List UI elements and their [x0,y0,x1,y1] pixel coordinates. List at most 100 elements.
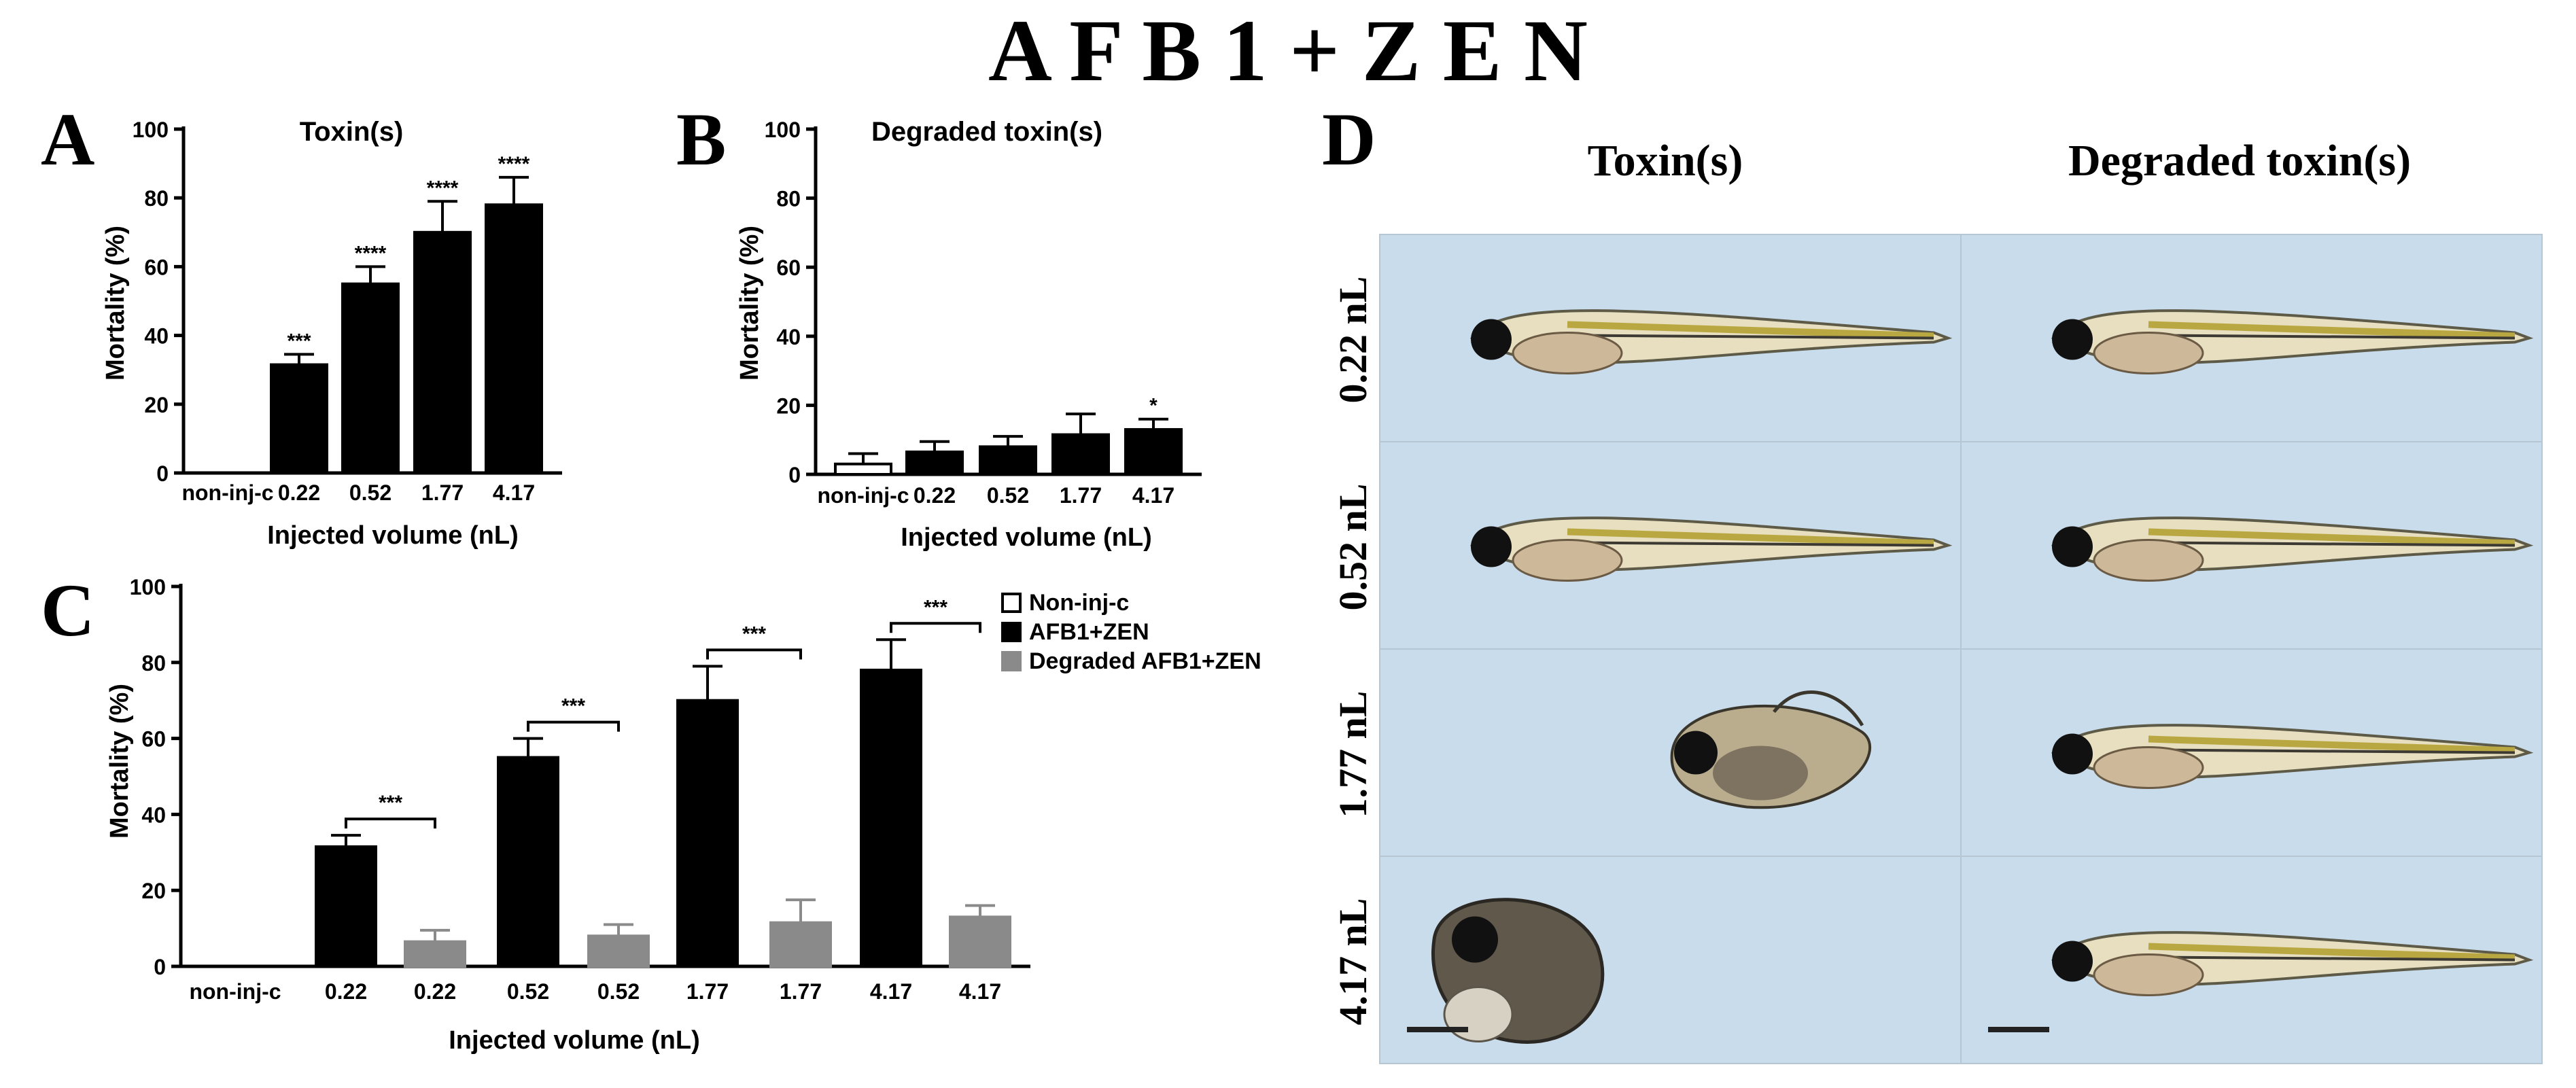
bar [270,363,328,474]
chart-c-legend: Non-inj-c AFB1+ZEN Degraded AFB1+ZEN [1001,590,1261,674]
larva-pigment-line [1576,541,1934,547]
larva-eye [2052,319,2093,360]
category-label: 0.52 [507,979,549,1004]
chart-a-y-axis-label: Mortality (%) [101,226,130,381]
y-tick-label: 80 [776,187,801,211]
larva-notochord [2148,943,2516,962]
larva-image-tile [1379,856,1962,1064]
panel-d-col-header-toxins: Toxin(s) [1588,136,1743,186]
category-label: 0.52 [349,480,391,505]
category-label: 0.22 [325,979,367,1004]
significance-bracket [890,622,981,633]
larva-image-tile [1379,648,1962,857]
chart-b-x-axis-label: Injected volume (nL) [901,523,1151,552]
panel-d-row-label-0-22: 0.22 nL [1331,277,1375,404]
y-tick-label: 60 [141,727,166,752]
bar [676,699,739,968]
larva-eye [2052,733,2093,775]
significance-bracket [345,818,436,829]
panel-letter-c: C [41,569,94,652]
larva-eye [1452,916,1498,963]
y-tick-label: 40 [776,325,801,349]
larva-image-tile [1960,234,2543,442]
larva-edema [1443,986,1514,1042]
y-tick-label: 100 [765,118,801,142]
y-tick-label: 0 [788,463,801,487]
larva-yolk [1512,332,1623,374]
bar [587,934,650,968]
larva-notochord [1567,321,1934,340]
significance-bracket [527,720,620,732]
legend-swatch-afb1-zen [1001,622,1022,642]
significance-marker: *** [742,622,766,645]
category-label: 1.77 [1060,483,1102,508]
bar [949,915,1011,968]
y-tick-label: 80 [141,651,166,675]
bar [485,203,543,474]
larva-yolk [2093,746,2204,789]
y-tick-label: 20 [776,393,801,418]
category-label: non-inj-c [817,483,909,508]
bar [341,282,400,474]
chart-a-title: Toxin(s) [300,117,404,147]
chart-c-comparison: Mortality (%) Injected volume (nL) 0 20 40… [105,575,1030,1055]
larva-pigment-line [2157,748,2516,754]
legend-swatch-degraded-afb1-zen [1001,651,1022,671]
chart-b-degraded-toxins: Degraded toxin(s) Mortality (%) Injected… [735,117,1202,552]
category-label: 0.52 [597,979,640,1004]
category-label: 0.22 [278,480,320,505]
chart-c-y-axis-label: Mortality (%) [105,684,134,839]
y-tick-label: 20 [144,393,169,417]
legend-label-degraded-afb1-zen: Degraded AFB1+ZEN [1029,648,1261,674]
larva-pigment-line [2157,334,2516,340]
panel-d-row-label-4-17: 4.17 nL [1331,898,1375,1025]
larva-image-tile [1960,648,2543,857]
panel-d-larvae-images: Toxin(s) Degraded toxin(s) 0.22 nL 0.52 … [1331,136,2543,1064]
bar [497,756,559,968]
larva-pigment-line [2157,955,2516,962]
larva-yolk [2093,539,2204,582]
y-tick-label: 0 [154,955,166,979]
larva-notochord [2148,321,2516,340]
category-label: 1.77 [686,979,729,1004]
bar [834,462,892,476]
panel-d-col-header-degraded: Degraded toxin(s) [2068,136,2411,186]
significance-marker: *** [287,330,311,352]
larva-notochord [2148,528,2516,547]
larva-pigment-line [1576,334,1934,340]
panel-d-image-grid [1379,234,2543,1064]
significance-marker: *** [561,695,585,718]
significance-marker: *** [379,792,402,814]
legend-swatch-non-inj-c [1001,593,1022,613]
larva-fin [1773,690,1864,726]
legend-label-non-inj-c: Non-inj-c [1029,590,1129,616]
y-tick-label: 100 [133,118,169,142]
chart-c-x-axis-label: Injected volume (nL) [449,1026,699,1055]
chart-b-y-axis-label: Mortality (%) [735,226,764,381]
larva-notochord [1567,528,1934,547]
category-label: non-inj-c [181,480,273,505]
category-label: 0.52 [987,483,1029,508]
y-tick-label: 60 [144,255,169,279]
larva-image-tile [1379,234,1962,442]
panel-letter-a: A [41,98,94,181]
chart-a-x-axis-label: Injected volume (nL) [267,521,518,550]
category-label: 0.22 [414,979,456,1004]
y-tick-label: 80 [144,186,169,211]
bar [1051,433,1110,476]
bar [905,450,964,476]
bar [413,230,472,474]
y-tick-label: 40 [141,803,166,827]
bar [979,445,1037,476]
larva-yolk [2093,953,2204,996]
bar [404,940,466,968]
larva-eye [1471,319,1512,360]
significance-marker: **** [355,242,387,264]
y-tick-label: 20 [141,879,166,903]
panel-d-row-label-1-77: 1.77 nL [1331,691,1375,818]
y-tick-label: 100 [130,575,166,599]
category-label: 4.17 [959,979,1001,1004]
y-tick-label: 40 [144,324,169,349]
larva-image-tile [1960,441,2543,650]
